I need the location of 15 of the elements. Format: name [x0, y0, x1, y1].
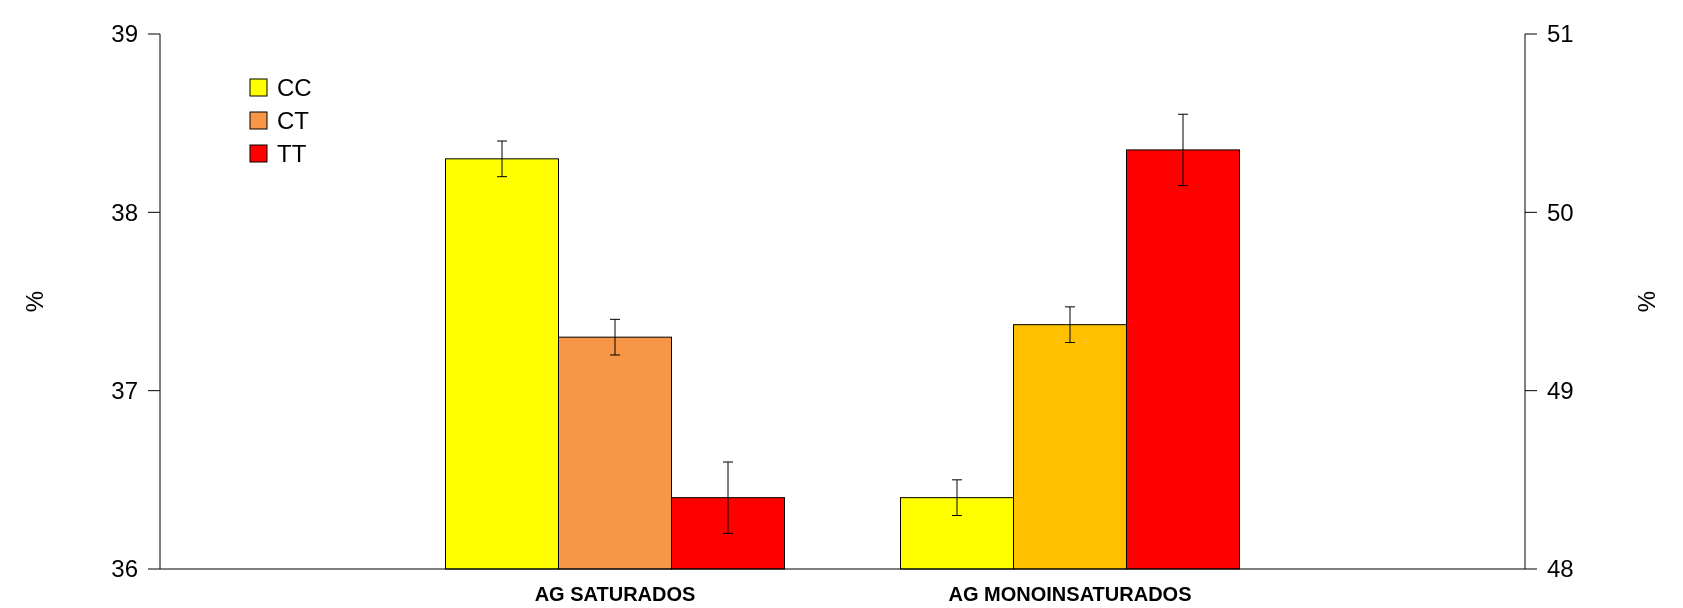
y2-tick-label: 48 [1547, 555, 1574, 583]
y-tick-label: 36 [111, 555, 138, 583]
y-tick-label: 37 [111, 377, 138, 405]
y-tick-label: 38 [111, 198, 138, 226]
y2-tick-label: 51 [1547, 20, 1574, 48]
legend-label: CT [277, 107, 310, 135]
x-tick-label: AG MONOINSATURADOS [948, 583, 1192, 605]
y2-tick-label: 50 [1547, 198, 1574, 226]
legend-label: CC [277, 74, 312, 102]
y2-axis-title: % [1633, 290, 1660, 313]
x-tick-label: AG SATURADOS [534, 583, 696, 605]
y-tick-label: 39 [111, 20, 138, 48]
legend-label: TT [277, 140, 307, 168]
y2-tick-label: 49 [1547, 377, 1574, 405]
y-axis-title: % [21, 290, 48, 313]
